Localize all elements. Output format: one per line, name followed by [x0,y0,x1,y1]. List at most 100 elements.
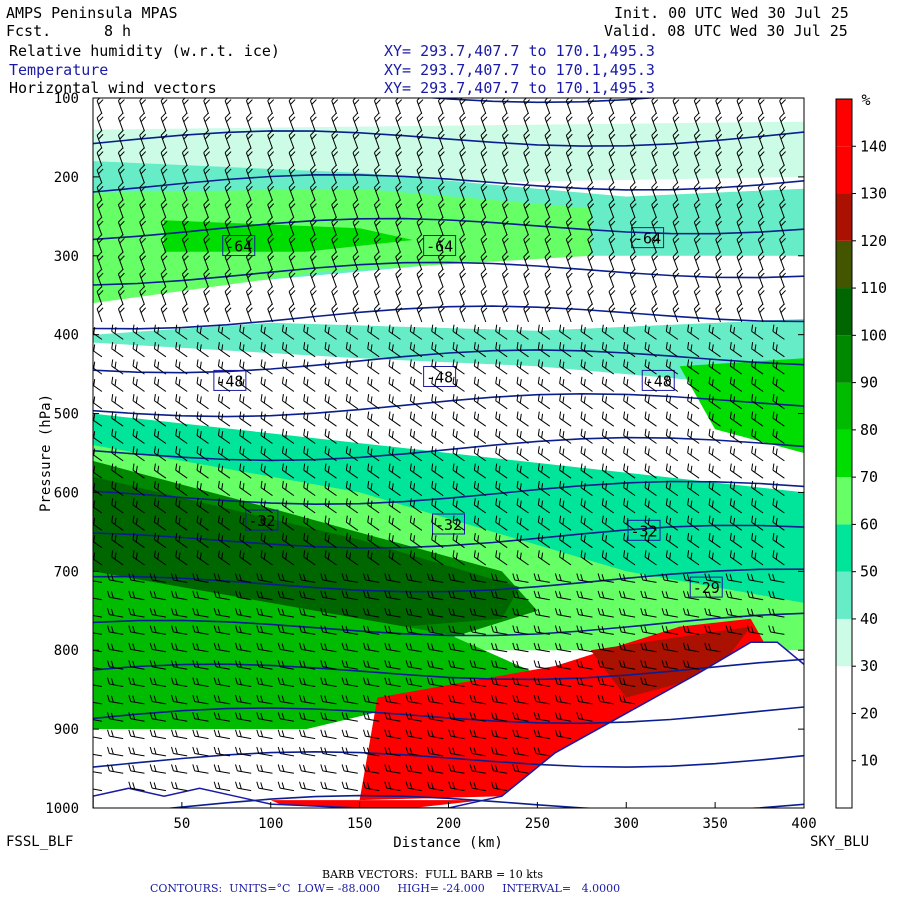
contour-label: -64 [426,238,453,256]
wind-barb [341,590,358,601]
wind-barb [623,324,636,340]
wind-barb [715,182,723,201]
wind-barb [501,268,509,288]
wind-barb [644,376,657,392]
colorbar-label: 60 [860,515,878,533]
wind-barb [213,764,230,774]
wind-barb [665,498,679,514]
wind-barb [629,216,637,236]
wind-barb [459,182,467,201]
wind-barb [213,590,230,601]
wind-barb [277,746,294,757]
contour-label: -48 [216,372,243,390]
wind-barb [373,199,381,219]
wind-barb [480,303,488,323]
wind-barb [260,515,273,531]
wind-barb [409,463,423,479]
temperature-contour [93,217,804,241]
right-tag: SKY_BLU [810,834,870,850]
wind-barb [107,694,124,705]
wind-barb [139,130,147,149]
wind-barb [715,112,723,132]
wind-barb [651,286,659,305]
wind-barb [736,199,744,219]
wind-barb [256,694,273,705]
wind-barb [779,286,786,305]
wind-barb [160,130,168,149]
wind-barb [757,268,765,288]
wind-barb [437,216,445,236]
wind-barb [608,199,616,219]
contour-label: -32 [630,522,657,540]
left-tag: FSSL_BLF [6,834,74,850]
wind-barb [554,694,572,705]
wind-barb [363,660,380,670]
wind-barb [160,303,168,323]
terrain-outline [93,641,804,808]
wind-barb [235,764,252,774]
wind-barb [772,411,785,427]
wind-barb [469,608,486,618]
wind-barb [341,764,358,774]
wind-barb [757,112,765,132]
wind-barb [405,642,422,653]
wind-barb [672,147,680,166]
wind-barb [341,746,358,757]
wind-barb [303,515,316,531]
wind-barb [665,359,679,375]
wind-barb [672,199,680,219]
wind-barb [132,515,145,531]
wind-barb [772,480,785,497]
wind-barb [139,164,147,184]
wind-barb [175,428,188,444]
wind-barb [149,729,166,740]
wind-barb [693,182,701,201]
wind-barb [256,660,273,670]
wind-barb [175,550,188,566]
y-tick-label: 300 [54,249,79,265]
wind-barb [409,342,423,358]
wind-barb [491,729,508,740]
wind-barb [651,130,659,149]
wind-barb [751,376,764,392]
wind-barb [239,550,252,566]
wind-barb [501,147,509,166]
wind-barb [117,112,125,132]
wind-barb [256,573,273,583]
wind-barb [608,303,616,323]
wind-barb [512,625,529,635]
wind-barb [288,199,296,219]
wind-barb [363,764,380,774]
wind-barb [331,303,339,323]
wind-barb [309,303,317,323]
wind-barb [93,535,103,549]
wind-barb [303,359,316,375]
wind-barb [459,251,467,271]
wind-barb [239,498,252,514]
wind-barb [651,182,659,201]
wind-barb [757,164,765,184]
wind-barb [277,677,294,687]
wind-barb [452,532,465,549]
wind-barb [672,112,680,132]
wind-barb [469,573,486,583]
x-tick-label: 400 [791,816,816,832]
wind-barb [171,573,188,583]
wind-barb [93,517,103,531]
wind-barb [281,550,295,566]
wind-barb [277,729,294,740]
temperature-contour [93,349,804,374]
wind-barb [367,463,380,479]
x-tick-label: 350 [702,816,727,832]
wind-barb [537,446,551,462]
wind-barb [682,608,700,618]
wind-barb [623,376,636,392]
wind-barb [395,182,403,201]
wind-barb [480,164,488,184]
wind-barb [128,694,145,705]
wind-barb [224,130,232,149]
wind-barb [324,532,337,549]
wind-barb [128,677,145,687]
wind-barb [235,712,252,722]
